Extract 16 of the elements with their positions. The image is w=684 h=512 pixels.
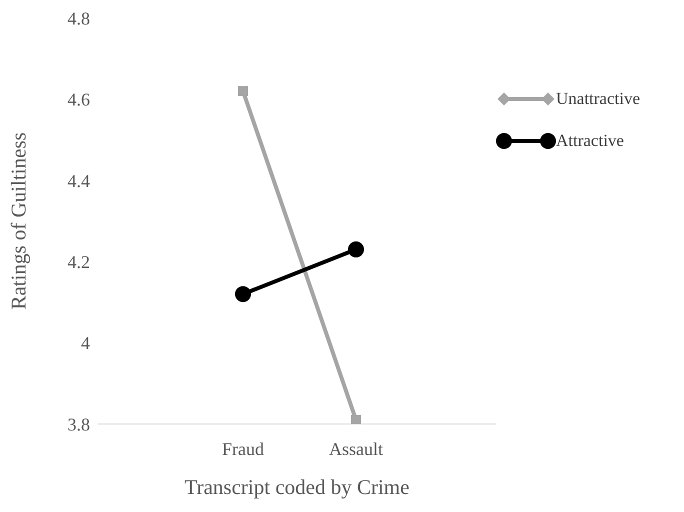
point — [351, 414, 361, 424]
y-tick-label: 3.8 — [68, 414, 90, 434]
x-axis-title: Transcript coded by Crime — [184, 475, 410, 499]
y-tick-label: 4 — [81, 333, 90, 354]
y-tick-label: 4.4 — [68, 170, 90, 191]
y-tick-label: 4.8 — [68, 8, 90, 28]
y-tick-label: 4.6 — [68, 90, 90, 110]
legend-label: Unattractive — [556, 89, 640, 109]
legend-label: Attractive — [556, 131, 624, 151]
point — [238, 86, 248, 96]
x-tick-label: Fraud — [222, 438, 264, 459]
point — [235, 286, 251, 302]
x-tick-label: Assault — [329, 438, 383, 459]
point — [348, 241, 364, 258]
y-axis-title: Ratings of Guiltiness — [6, 132, 30, 310]
y-tick-label: 4.2 — [68, 252, 90, 272]
